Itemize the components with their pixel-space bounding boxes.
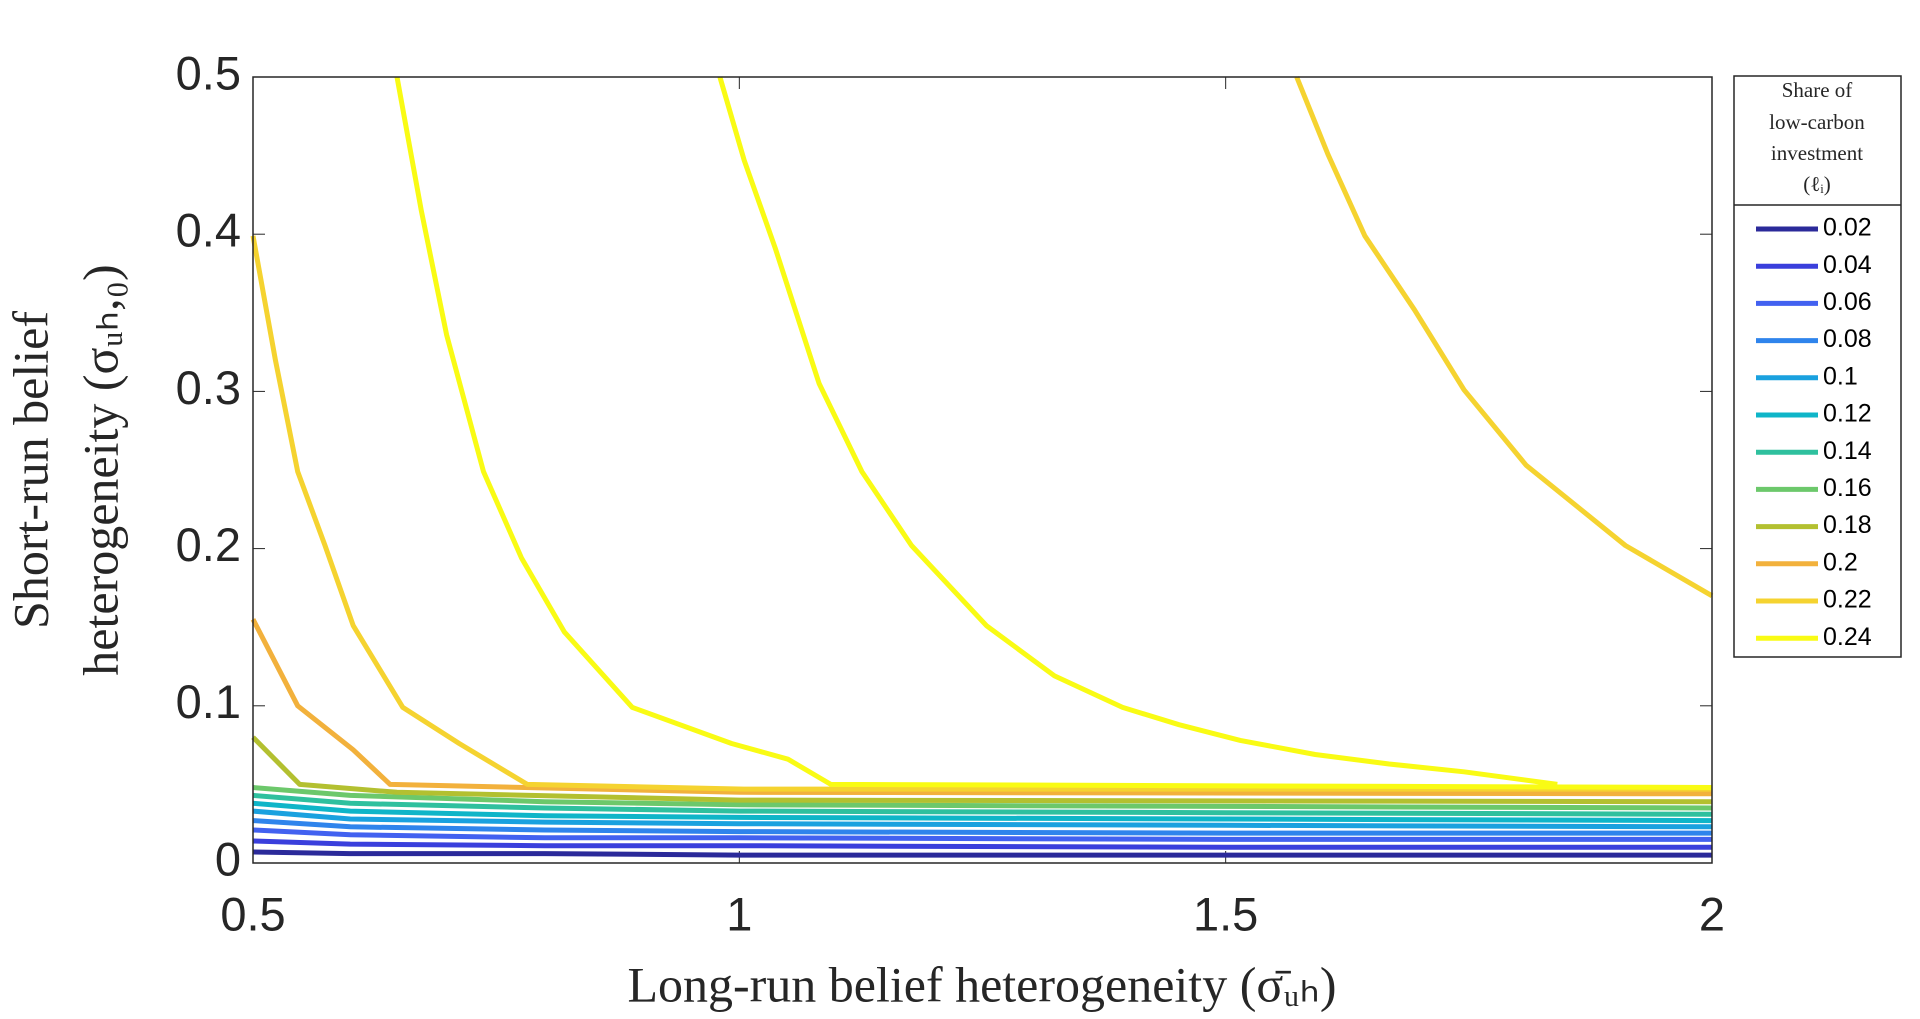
legend-label: 0.02 bbox=[1823, 214, 1872, 242]
y-tick-label: 0 bbox=[215, 832, 241, 885]
x-tick-label: 1.5 bbox=[1193, 887, 1258, 940]
y-tick-label: 0.2 bbox=[176, 518, 241, 571]
y-tick-label: 0.3 bbox=[176, 361, 241, 414]
contour-line bbox=[252, 838, 1712, 850]
legend-label: 0.04 bbox=[1823, 251, 1872, 279]
legend-box bbox=[1733, 75, 1902, 658]
legend-title: investment bbox=[1771, 141, 1863, 165]
contour-line bbox=[252, 818, 1712, 836]
contour-line bbox=[250, 76, 1714, 792]
contour-line bbox=[252, 849, 1712, 858]
legend-label: 0.06 bbox=[1823, 288, 1872, 316]
x-tick-label: 2 bbox=[1699, 887, 1725, 940]
contour-line bbox=[394, 76, 1713, 790]
legend-label: 0.22 bbox=[1823, 586, 1872, 614]
legend-label: 0.24 bbox=[1823, 623, 1872, 651]
contour-line bbox=[252, 785, 1713, 811]
contour-line bbox=[250, 618, 1713, 797]
legend-label: 0.14 bbox=[1823, 437, 1872, 465]
y-tick-label: 0.5 bbox=[176, 46, 241, 99]
contour-line bbox=[252, 827, 1712, 842]
plot-frame bbox=[252, 76, 1713, 864]
x-axis-label: Long-run belief heterogeneity (σ̄ᵤₕ) bbox=[627, 956, 1336, 1012]
legend-label: 0.1 bbox=[1823, 362, 1858, 390]
legend-label: 0.2 bbox=[1823, 548, 1858, 576]
contour-line bbox=[252, 800, 1713, 824]
y-axis-label: heterogeneity (σᵤₕ,₀) bbox=[72, 264, 128, 675]
x-tick-label: 1 bbox=[726, 887, 752, 940]
y-axis-label: Short-run belief bbox=[2, 311, 58, 629]
contour-line bbox=[251, 735, 1713, 805]
legend-title: low-carbon bbox=[1769, 110, 1865, 134]
legend-label: 0.16 bbox=[1823, 474, 1872, 502]
contour-line bbox=[252, 792, 1713, 817]
x-tick-label: 0.5 bbox=[220, 887, 285, 940]
legend-title: (ℓᵢ) bbox=[1803, 172, 1830, 196]
y-tick-label: 0.4 bbox=[176, 204, 241, 257]
y-tick-label: 0.1 bbox=[176, 675, 241, 728]
legend-title: Share of bbox=[1782, 78, 1853, 102]
contour-line bbox=[252, 808, 1713, 830]
legend-label: 0.12 bbox=[1823, 400, 1872, 428]
plot-area bbox=[253, 77, 1712, 863]
legend-label: 0.18 bbox=[1823, 511, 1872, 539]
legend-label: 0.08 bbox=[1823, 325, 1872, 353]
